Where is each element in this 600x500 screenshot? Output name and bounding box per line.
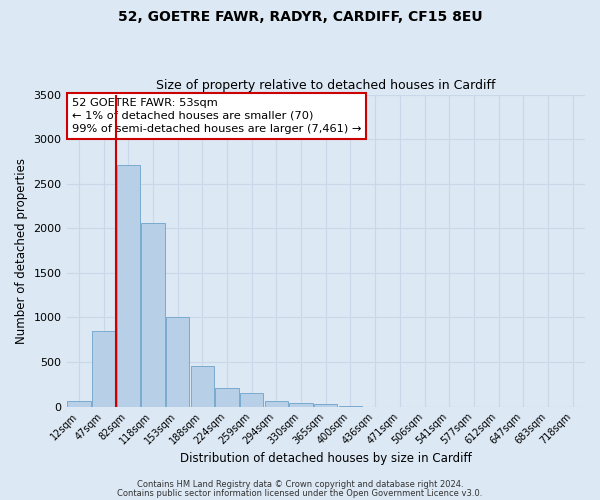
Text: Contains HM Land Registry data © Crown copyright and database right 2024.: Contains HM Land Registry data © Crown c… (137, 480, 463, 489)
Bar (215, 388, 239, 406)
Bar (314, 404, 337, 406)
Text: Contains public sector information licensed under the Open Government Licence v3: Contains public sector information licen… (118, 488, 482, 498)
Bar (240, 393, 263, 406)
Title: Size of property relative to detached houses in Cardiff: Size of property relative to detached ho… (156, 79, 496, 92)
Bar (92, 331, 115, 406)
Bar (265, 401, 288, 406)
Bar (116, 165, 140, 406)
Bar (166, 316, 190, 406)
Text: 52 GOETRE FAWR: 53sqm
← 1% of detached houses are smaller (70)
99% of semi-detac: 52 GOETRE FAWR: 53sqm ← 1% of detached h… (72, 98, 361, 134)
Bar (289, 402, 313, 406)
Y-axis label: Number of detached properties: Number of detached properties (15, 158, 28, 344)
Bar (67, 401, 91, 406)
Text: 52, GOETRE FAWR, RADYR, CARDIFF, CF15 8EU: 52, GOETRE FAWR, RADYR, CARDIFF, CF15 8E… (118, 10, 482, 24)
X-axis label: Distribution of detached houses by size in Cardiff: Distribution of detached houses by size … (180, 452, 472, 465)
Bar (191, 366, 214, 406)
Bar (141, 223, 164, 406)
